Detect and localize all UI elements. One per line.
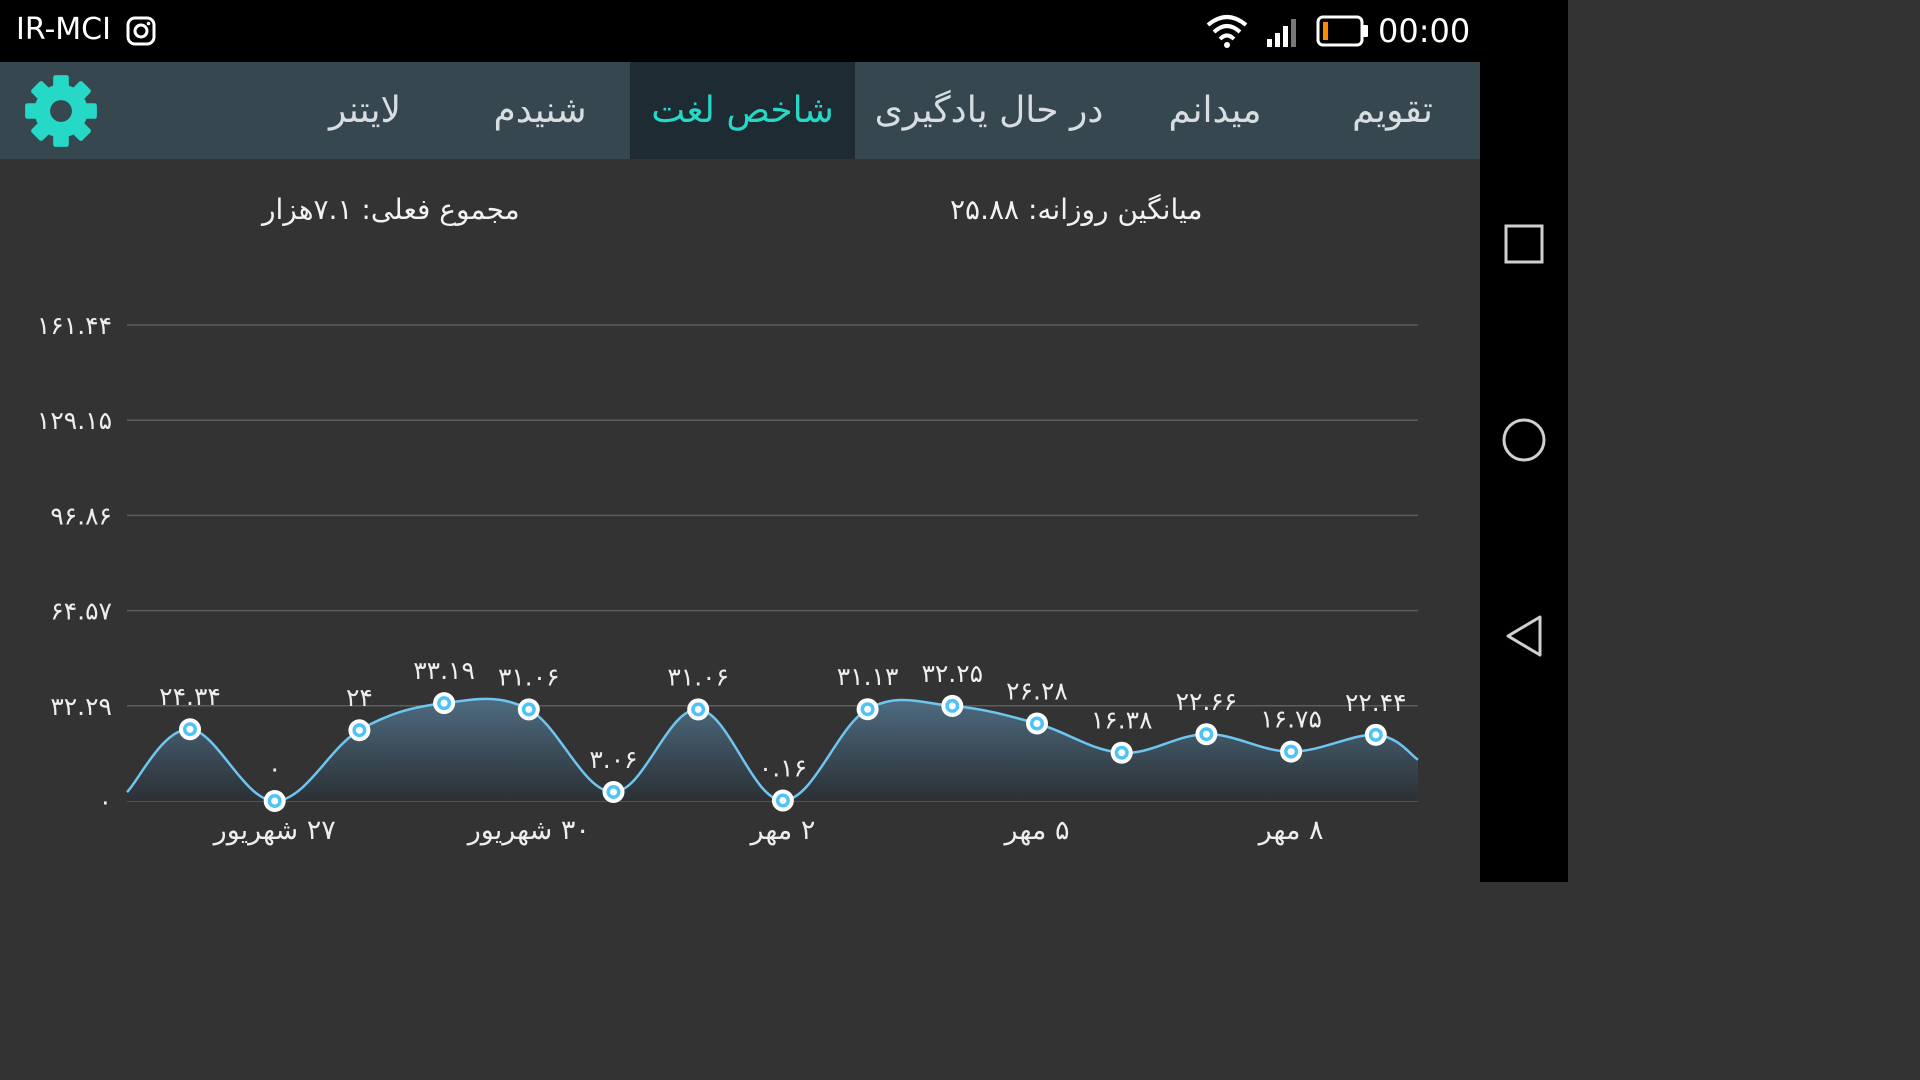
x-tick-label: ۳۰ شهریور (466, 815, 590, 846)
y-tick-label: ۱۲۹.۱۵ (37, 406, 112, 435)
data-label: ۳.۰۶ (589, 745, 637, 774)
data-label: ۳۳.۱۹ (413, 656, 475, 685)
data-point-core (1033, 720, 1041, 728)
tab-learning[interactable]: در حال یادگیری (858, 62, 1120, 159)
data-point-core (440, 699, 448, 707)
tab-label: در حال یادگیری (874, 90, 1104, 131)
data-label: ۳۱.۰۶ (498, 662, 560, 691)
y-tick-label: ۰ (99, 787, 112, 816)
data-point-core (694, 705, 702, 713)
data-point-core (271, 797, 279, 805)
y-tick-label: ۶۴.۵۷ (50, 597, 112, 626)
data-point-core (525, 705, 533, 713)
tab-know[interactable]: میدانم (1150, 62, 1280, 159)
x-tick-label: ۸ مهر (1257, 815, 1324, 846)
data-point-core (1287, 748, 1295, 756)
data-point-core (864, 705, 872, 713)
carrier-name: IR-MCI (16, 12, 111, 47)
data-point-core (948, 702, 956, 710)
data-point-core (1202, 730, 1210, 738)
tab-label: میدانم (1168, 90, 1262, 131)
data-point-core (610, 788, 617, 796)
data-label: ۳۱.۰۶ (667, 662, 729, 691)
tab-leitner[interactable]: لایتنر (300, 62, 430, 159)
wifi-icon (1206, 15, 1248, 48)
recent-apps-icon[interactable] (1500, 220, 1548, 268)
data-point-core (1372, 731, 1380, 739)
data-label: ۱۶.۷۵ (1260, 705, 1322, 734)
tab-label: شاخص لغت (651, 90, 834, 131)
status-clock: 00:00 (1378, 12, 1471, 50)
home-icon[interactable] (1500, 416, 1548, 464)
navigation-bar (1480, 62, 1568, 882)
x-tick-label: ۲۷ شهریور (212, 815, 336, 846)
data-label: ۰.۱۶ (759, 754, 807, 783)
data-point-core (355, 726, 363, 734)
data-point-core (779, 797, 787, 805)
data-label: ۰ (268, 754, 281, 783)
current-total: مجموع فعلی: ۷.۱هزار (262, 193, 520, 226)
battery-icon (1316, 15, 1368, 47)
data-label: ۲۴.۳۴ (159, 682, 221, 711)
gear-icon[interactable] (22, 72, 100, 150)
tab-calendar[interactable]: تقویم (1330, 62, 1455, 159)
content-area: میانگین روزانه: ۲۵.۸۸ مجموع فعلی: ۷.۱هزا… (0, 159, 1480, 882)
back-icon[interactable] (1500, 612, 1548, 660)
y-tick-label: ۱۶۱.۴۴ (37, 311, 112, 340)
data-label: ۲۶.۲۸ (1006, 677, 1068, 706)
data-label: ۳۱.۱۳ (837, 662, 899, 691)
area-fill (127, 698, 1418, 801)
data-point-core (186, 725, 194, 733)
data-label: ۲۴ (346, 683, 373, 712)
y-tick-label: ۳۲.۲۹ (50, 692, 112, 721)
data-point-core (1118, 749, 1126, 757)
data-label: ۲۲.۴۴ (1345, 688, 1407, 717)
x-tick-label: ۲ مهر (748, 815, 815, 846)
tab-label: تقویم (1352, 90, 1433, 131)
data-label: ۲۲.۶۶ (1176, 687, 1238, 716)
instagram-icon (126, 16, 156, 46)
daily-average: میانگین روزانه: ۲۵.۸۸ (950, 193, 1203, 226)
tab-label: شنیدم (493, 90, 587, 131)
signal-icon (1267, 19, 1296, 47)
tab-word-index[interactable]: شاخص لغت (630, 62, 855, 159)
data-label: ۳۲.۲۵ (921, 659, 983, 688)
status-bar: IR-MCI 00:00 (0, 0, 1568, 62)
x-tick-label: ۵ مهر (1003, 815, 1070, 846)
word-index-chart: ۰ ۳۲.۲۹ ۶۴.۵۷ ۹۶.۸۶ ۱۲۹.۱۵ ۱۶۱.۴۴ ۲۴.۳۴ ۰ ۲۴ ۳۳.… (37, 311, 1419, 846)
tab-label: لایتنر (328, 90, 402, 131)
tab-bar: لایتنر شنیدم شاخص لغت در حال یادگیری مید… (0, 62, 1480, 159)
y-tick-label: ۹۶.۸۶ (50, 501, 112, 530)
tab-heard[interactable]: شنیدم (470, 62, 610, 159)
data-label: ۱۶.۳۸ (1091, 706, 1153, 735)
